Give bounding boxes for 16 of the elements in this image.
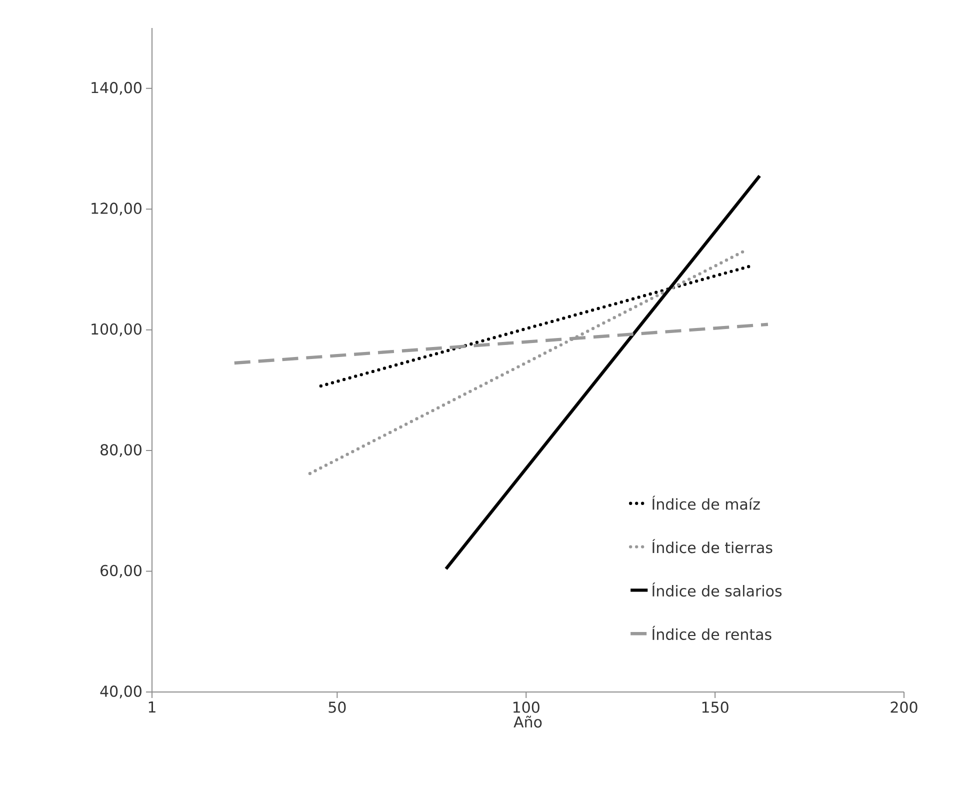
x-tick-label: 200 [890,702,918,713]
x-tick-label: 50 [328,702,346,713]
x-tick-label: 1 [148,702,156,712]
y-tick-label: 140,00 [92,82,142,95]
y-tick-label: 100,00 [92,323,142,336]
x-axis-title: Año [514,716,542,728]
legend-label: Índice de salarios [652,582,782,597]
x-tick-label: 150 [702,702,728,713]
legend-label: Índice de tierras [652,539,772,554]
y-tick-label: 80,00 [100,444,142,457]
legend-label: Índice de maíz [652,496,760,510]
y-tick-label: 40,00 [100,686,142,698]
y-tick-label: 120,00 [92,202,142,216]
x-tick-label: 100 [513,702,540,713]
y-tick-label: 60,00 [100,564,142,578]
legend-label: Índice de rentas [652,626,772,640]
